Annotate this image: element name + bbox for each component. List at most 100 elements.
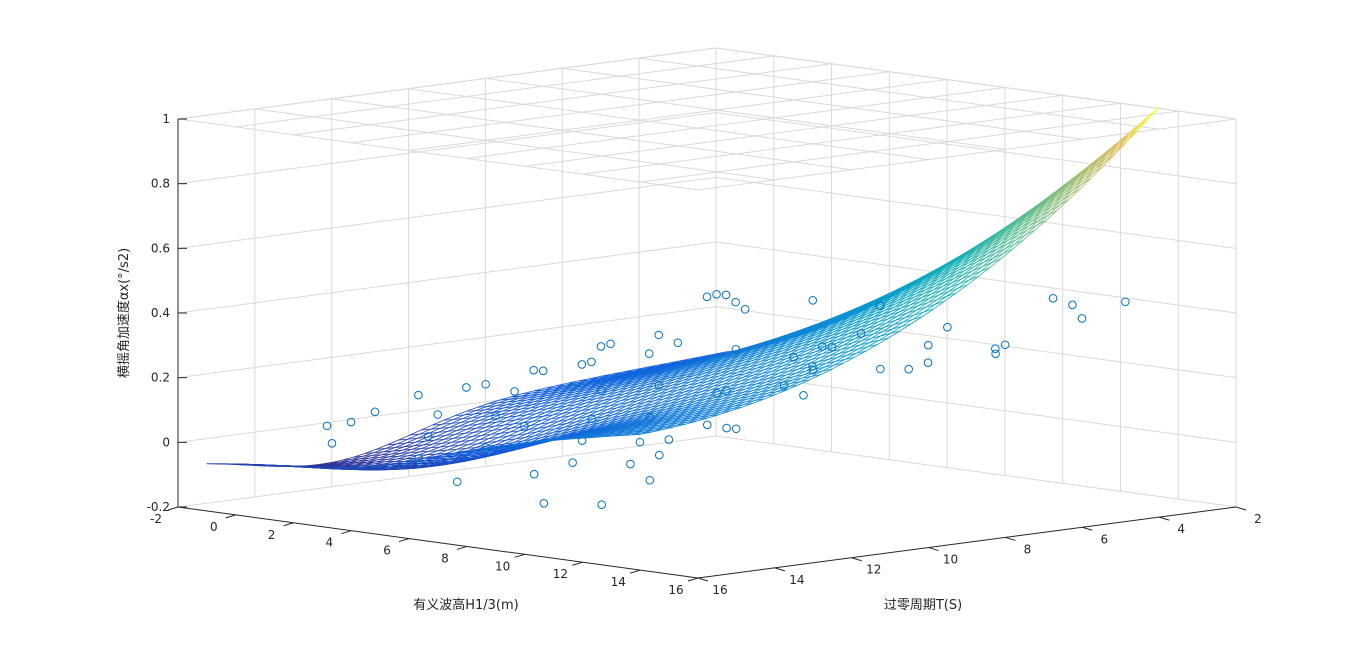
mesh-line [372, 451, 384, 456]
mesh-line [882, 310, 893, 315]
mesh-line [494, 407, 505, 410]
mesh-line [562, 411, 572, 414]
mesh-line [718, 370, 731, 377]
mesh-line [699, 374, 712, 381]
mesh-line [730, 380, 742, 387]
mesh-line [642, 431, 652, 434]
grid-line [351, 71, 890, 144]
mesh-line [769, 356, 780, 360]
mesh-line [556, 435, 567, 439]
mesh-line [790, 336, 800, 341]
mesh-line [889, 311, 900, 316]
mesh-line [1015, 229, 1028, 240]
mesh-line [696, 409, 706, 413]
mesh-line [391, 449, 403, 455]
mesh-line [752, 385, 765, 391]
mesh-line [1130, 123, 1141, 132]
mesh-line [840, 317, 851, 322]
mesh-line [483, 408, 495, 414]
mesh-line [944, 264, 955, 271]
mesh-line [654, 368, 664, 372]
mesh-line [579, 434, 590, 437]
mesh-line [732, 394, 742, 398]
x-tick-label: 16 [668, 583, 683, 597]
mesh-line [829, 348, 842, 356]
mesh-line [701, 402, 712, 406]
mesh-line [714, 380, 725, 384]
mesh-line [731, 354, 742, 358]
mesh-line [731, 376, 744, 383]
mesh-line [842, 314, 853, 319]
data-point [722, 423, 731, 433]
mesh-line [801, 355, 814, 363]
mesh-line [584, 401, 595, 404]
mesh-line [470, 455, 481, 459]
data-point [577, 360, 587, 369]
mesh-line [617, 425, 627, 428]
mesh-line [517, 429, 529, 436]
mesh-line [662, 411, 673, 415]
mesh-line [698, 392, 710, 399]
mesh-line [429, 461, 439, 465]
mesh-line [650, 401, 663, 408]
mesh-line [897, 296, 908, 301]
data-point [596, 342, 606, 351]
mesh-line [438, 449, 448, 452]
mesh-line [891, 287, 902, 294]
mesh-line [657, 425, 667, 428]
data-point [529, 469, 539, 479]
mesh-line [603, 395, 616, 401]
mesh-line [921, 308, 934, 317]
mesh-line [498, 448, 509, 452]
mesh-line [756, 365, 766, 369]
mesh-line [754, 365, 767, 373]
mesh-line [808, 340, 821, 348]
mesh-line [453, 437, 463, 439]
mesh-line [541, 399, 554, 404]
mesh-line [788, 332, 798, 337]
mesh-line [833, 318, 843, 323]
mesh-line [417, 432, 429, 439]
y-tick-mark [697, 577, 709, 582]
z-tick-label: 0.2 [151, 371, 170, 385]
mesh-line [786, 333, 796, 338]
mesh-line [895, 300, 906, 305]
mesh-line [362, 452, 375, 457]
mesh-line [769, 388, 780, 391]
mesh-line [628, 400, 638, 403]
mesh-line [351, 458, 362, 460]
mesh-line [493, 446, 503, 449]
mesh-line [710, 355, 721, 359]
mesh-line [625, 431, 635, 433]
mesh-line [799, 359, 812, 366]
mesh-line [619, 423, 629, 427]
mesh-line [622, 410, 633, 414]
mesh-line [479, 453, 490, 457]
mesh-line [370, 468, 381, 470]
grid-line [235, 55, 774, 128]
mesh-line [726, 390, 736, 393]
mesh-line [630, 408, 642, 415]
mesh-line [739, 393, 752, 399]
mesh-line [876, 318, 889, 327]
mesh-line [602, 417, 612, 421]
mesh-line [678, 360, 689, 363]
mesh-line [623, 426, 633, 429]
mesh-line [537, 405, 550, 411]
mesh-line [649, 404, 661, 411]
mesh-line [609, 403, 620, 407]
mesh-line [733, 388, 746, 395]
mesh-line [720, 358, 731, 362]
mesh-line [976, 253, 989, 263]
mesh-line [485, 425, 495, 428]
mesh-line [598, 393, 608, 396]
mesh-line [869, 339, 880, 343]
mesh-line [1034, 207, 1045, 215]
mesh-line [582, 382, 593, 385]
mesh-line [880, 300, 891, 306]
mesh-line [690, 361, 700, 365]
mesh-line [667, 386, 680, 393]
data-point [423, 432, 433, 441]
mesh-line [1032, 211, 1043, 219]
mesh-line [641, 417, 652, 420]
